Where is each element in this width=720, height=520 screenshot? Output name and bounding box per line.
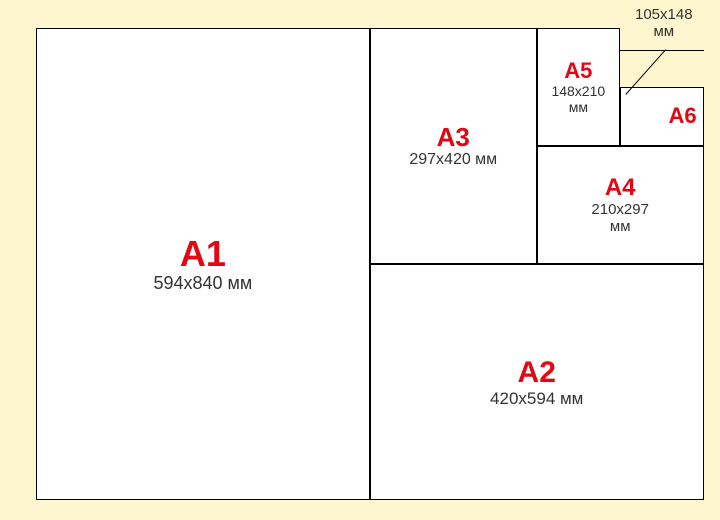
paper-a3-name: A3 xyxy=(437,123,470,152)
paper-a6-callout: 105x148 мм xyxy=(624,6,704,40)
paper-a5-dim: 148x210 мм xyxy=(551,83,605,115)
callout-line-h xyxy=(620,50,704,51)
paper-a2: A2420x594 мм xyxy=(370,264,704,500)
paper-a5-name: A5 xyxy=(564,59,592,83)
paper-a6: A6 xyxy=(620,87,704,146)
paper-a3: A3297x420 мм xyxy=(370,28,537,264)
paper-a4-dim: 210x297 мм xyxy=(591,201,649,236)
paper-a6-name: A6 xyxy=(669,104,697,128)
paper-a4-name: A4 xyxy=(605,175,636,201)
paper-a5: A5148x210 мм xyxy=(537,28,620,146)
paper-a1-dim: 594x840 мм xyxy=(153,273,252,294)
paper-a3-dim: 297x420 мм xyxy=(409,151,497,169)
paper-size-diagram: A1594x840 ммA2420x594 ммA3297x420 ммA514… xyxy=(0,0,720,520)
paper-a2-name: A2 xyxy=(518,356,556,389)
paper-a4: A4210x297 мм xyxy=(537,146,704,264)
paper-a1-name: A1 xyxy=(180,234,226,274)
paper-a1: A1594x840 мм xyxy=(36,28,370,500)
paper-a2-dim: 420x594 мм xyxy=(490,389,583,409)
